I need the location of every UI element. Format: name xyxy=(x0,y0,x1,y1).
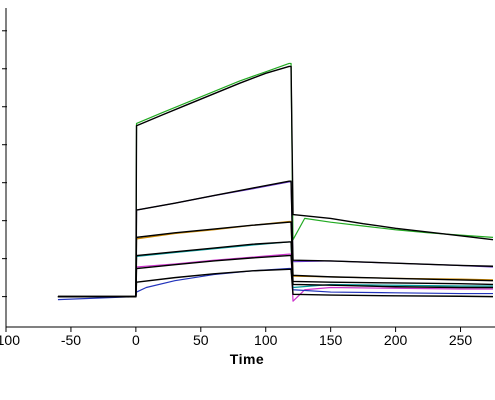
x-tick-label: 200 xyxy=(384,332,408,348)
fit-curve-line xyxy=(57,65,494,298)
x-tick-label: -50 xyxy=(61,332,81,348)
sensorgram-trace-line xyxy=(57,253,493,302)
plot-area xyxy=(57,62,494,302)
y-axis xyxy=(2,8,7,327)
x-tick-label: 250 xyxy=(449,332,473,348)
x-axis: -100 -50 0 50 100 150 200 250 xyxy=(0,326,495,348)
x-tick-label: 0 xyxy=(132,332,140,348)
sensorgram-trace-line xyxy=(57,267,493,301)
fit-curve-line xyxy=(57,268,494,298)
fit-curve-line xyxy=(57,254,493,298)
fit-curve-line xyxy=(57,241,494,298)
x-tick-label: 100 xyxy=(254,332,278,348)
x-tick-label: 150 xyxy=(319,332,343,348)
x-tick-label: -100 xyxy=(0,332,20,348)
x-tick-label: 50 xyxy=(193,332,209,348)
fit-curve-line xyxy=(57,221,494,298)
sensorgram-trace-line xyxy=(57,62,494,298)
x-axis-title: Time xyxy=(230,351,264,367)
fit-curve-line xyxy=(57,180,494,298)
